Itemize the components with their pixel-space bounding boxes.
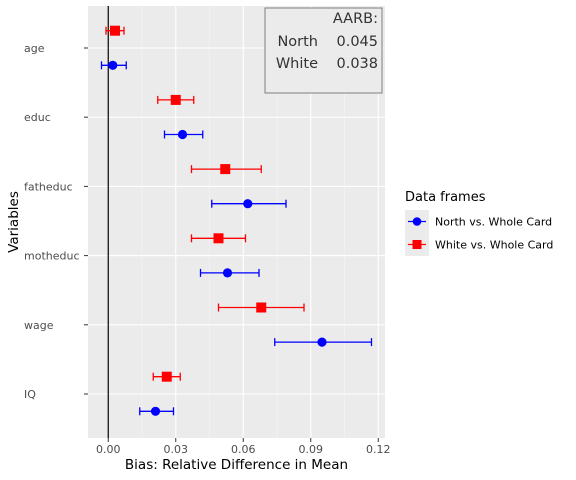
x-tick-label: 0.03 [164,443,189,456]
legend-key-north-marker [412,217,422,226]
data-point [177,129,188,140]
y-tick-label: motheduc [24,250,80,263]
legend-key-white-marker [412,240,422,249]
x-axis: 0.00 0.03 0.06 0.09 0.12 [96,438,391,456]
data-point [110,25,120,36]
data-point [213,233,224,244]
data-point [243,199,253,209]
data-point [161,371,172,382]
aarb-box [264,7,383,94]
data-point [220,164,231,175]
y-axis-title: Variables [6,191,22,253]
data-point [317,337,327,347]
aarb-white-label: White [276,56,318,72]
aarb-north-value: 0.045 [336,34,378,50]
aarb-annotation: AARB: North 0.045 White 0.038 [264,7,383,94]
series-north [100,60,373,416]
legend-title: Data frames [405,190,486,205]
data-point [222,268,233,278]
y-tick-label: educ [24,111,51,124]
x-tick-label: 0.09 [299,443,324,456]
y-tick-label: age [24,42,45,55]
legend-label-white: White vs. Whole Card [435,239,553,252]
legend: Data frames North vs. Whole Card White v… [405,190,553,256]
data-point [150,406,161,416]
x-tick-label: 0.00 [96,443,121,456]
series-layer [100,25,373,416]
data-point [256,302,267,313]
x-tick-label: 0.06 [231,443,256,456]
x-axis-title: Bias: Relative Difference in Mean [125,457,348,473]
x-tick-label: 0.12 [366,443,391,456]
legend-label-north: North vs. Whole Card [435,216,552,229]
data-point [108,60,118,70]
y-tick-label: fatheduc [24,180,73,193]
y-tick-label: IQ [24,388,36,401]
data-point [170,94,181,105]
y-tick-label: wage [24,319,54,332]
y-axis: age educ fatheduc motheduc wage IQ [24,42,88,401]
aarb-north-label: North [277,34,318,50]
aarb-title: AARB: [333,11,378,27]
aarb-white-value: 0.038 [336,56,378,72]
series-white [105,25,305,382]
